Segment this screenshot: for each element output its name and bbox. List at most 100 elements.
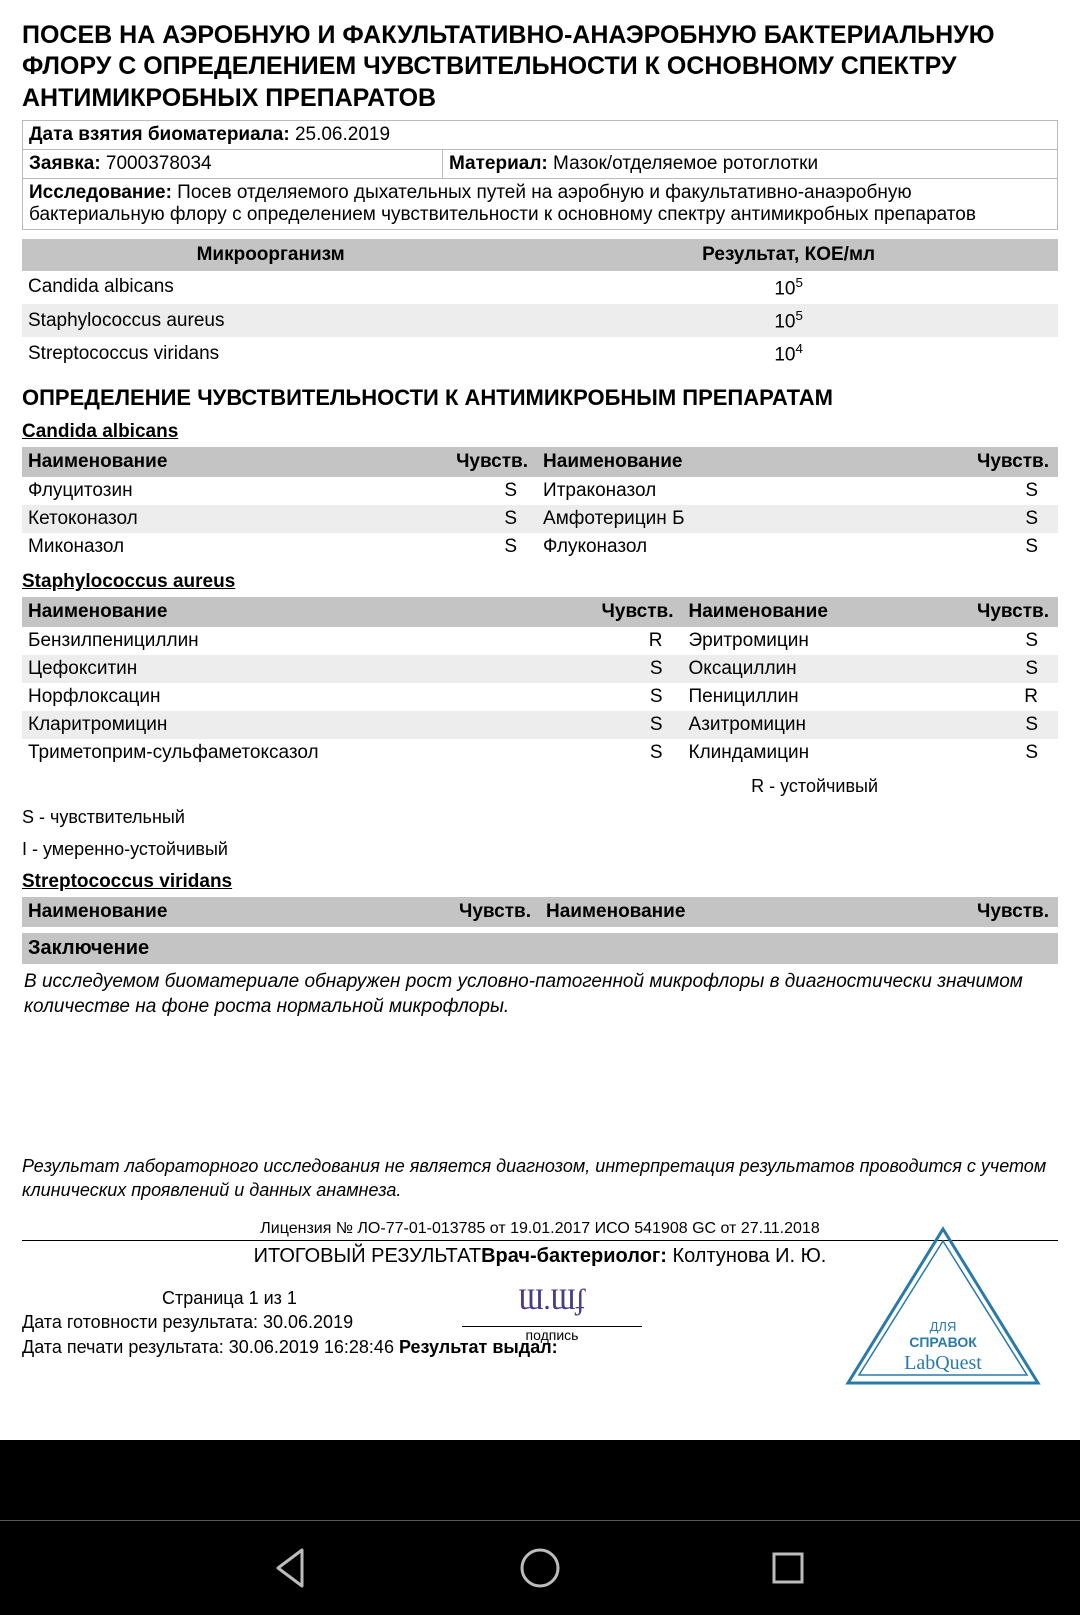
recent-icon[interactable] (764, 1544, 812, 1592)
col-sens: Чувств. (447, 447, 537, 477)
signature-sub: подпись (462, 1327, 642, 1343)
final-result-label: ИТОГОВЫЙ РЕЗУЛЬТАТ (254, 1245, 481, 1267)
drug-name: Пенициллин (683, 683, 968, 711)
organism-heading: Staphylococcus aureus (22, 571, 1058, 593)
drug-name: Кетоконазол (22, 505, 447, 533)
legend-s: S - чувствительный (22, 806, 1058, 829)
organism-result: 105 (519, 271, 1058, 304)
table-row: Флуцитозин S Итраконазол S (22, 477, 1058, 505)
col-sens: Чувств. (593, 597, 683, 627)
drug-sens: S (447, 477, 537, 505)
table-row: Staphylococcus aureus 105 (22, 304, 1058, 337)
drug-sens: R (593, 627, 683, 655)
table-row: Бензилпенициллин R Эритромицин S (22, 627, 1058, 655)
drug-sens: S (593, 655, 683, 683)
document-page: ПОСЕВ НА АЭРОБНУЮ И ФАКУЛЬТАТИВНО-АНАЭРО… (0, 0, 1080, 1440)
drug-sens: S (593, 711, 683, 739)
results-col-organism: Микроорганизм (22, 239, 519, 271)
drug-sens: S (447, 505, 537, 533)
drug-name: Оксациллин (683, 655, 968, 683)
print-label: Дата печати результата: (22, 1337, 224, 1357)
drug-name: Эритромицин (683, 627, 968, 655)
drug-name: Бензилпенициллин (22, 627, 593, 655)
col-sens: Чувств. (968, 597, 1058, 627)
organism-heading: Candida albicans (22, 421, 1058, 443)
disclaimer: Результат лабораторного исследования не … (22, 1155, 1058, 1202)
svg-text:ДЛЯ: ДЛЯ (930, 1319, 957, 1334)
drug-sens: S (968, 739, 1058, 767)
table-row: Кетоконазол S Амфотерицин Б S (22, 505, 1058, 533)
ready-label: Дата готовности результата: (22, 1312, 258, 1332)
drug-sens: S (968, 711, 1058, 739)
sensitivity-title: ОПРЕДЕЛЕНИЕ ЧУВСТВИТЕЛЬНОСТИ К АНТИМИКРО… (22, 385, 1058, 411)
doctor-name: Колтунова И. Ю. (672, 1245, 826, 1267)
study-value: Посев отделяемого дыхательных путей на а… (29, 182, 976, 225)
organism-name: Candida albicans (22, 271, 519, 304)
drug-sens: S (447, 533, 537, 561)
drug-name: Триметоприм-сульфаметоксазол (22, 739, 593, 767)
material-label: Материал: (449, 153, 548, 174)
drug-name: Кларитромицин (22, 711, 593, 739)
back-icon[interactable] (268, 1544, 316, 1592)
table-row: Streptococcus viridans 104 (22, 337, 1058, 370)
drug-name: Флуцитозин (22, 477, 447, 505)
drug-sens: S (968, 533, 1058, 561)
table-row: Candida albicans 105 (22, 271, 1058, 304)
print-date: 30.06.2019 16:28:46 (229, 1337, 394, 1357)
organism-name: Streptococcus viridans (22, 337, 519, 370)
organism-name: Staphylococcus aureus (22, 304, 519, 337)
table-row: Миконазол S Флуконазол S (22, 533, 1058, 561)
col-sens: Чувств. (968, 447, 1058, 477)
results-col-result: Результат, КОЕ/мл (519, 239, 1058, 271)
request-label: Заявка: (29, 153, 101, 174)
page-title: ПОСЕВ НА АЭРОБНУЮ И ФАКУЛЬТАТИВНО-АНАЭРО… (22, 20, 1058, 114)
col-name: Наименование (22, 897, 450, 927)
drug-sens: S (593, 739, 683, 767)
drug-name: Норфлоксацин (22, 683, 593, 711)
sensitivity-table: Наименование Чувств. Наименование Чувств… (22, 597, 1058, 767)
drug-sens: S (968, 627, 1058, 655)
drug-name: Азитромицин (683, 711, 968, 739)
signature: Ɯ.Ɯʄ (462, 1279, 642, 1327)
request-material-row: Заявка: 7000378034 Материал: Мазок/отдел… (22, 149, 1058, 179)
drug-sens: R (968, 683, 1058, 711)
sample-date-label: Дата взятия биоматериала: (29, 124, 290, 145)
organism-heading: Streptococcus viridans (22, 871, 1058, 893)
drug-sens: S (968, 477, 1058, 505)
request-value: 7000378034 (106, 153, 212, 174)
table-row: Цефокситин S Оксациллин S (22, 655, 1058, 683)
col-sens: Чувств. (450, 897, 540, 927)
col-name: Наименование (537, 447, 968, 477)
drug-name: Итраконазол (537, 477, 968, 505)
legend-i: I - умеренно-устойчивый (22, 838, 1058, 861)
study-row: Исследование: Посев отделяемого дыхатель… (22, 178, 1058, 230)
table-row: Норфлоксацин S Пенициллин R (22, 683, 1058, 711)
drug-sens: S (968, 655, 1058, 683)
table-row: Кларитромицин S Азитромицин S (22, 711, 1058, 739)
col-name: Наименование (540, 897, 968, 927)
ready-date: 30.06.2019 (263, 1312, 353, 1332)
table-row: Триметоприм-сульфаметоксазол S Клиндамиц… (22, 739, 1058, 767)
organism-result: 105 (519, 304, 1058, 337)
study-label: Исследование: (29, 182, 172, 203)
col-sens: Чувств. (968, 897, 1058, 927)
drug-name: Клиндамицин (683, 739, 968, 767)
svg-text:СПРАВОК: СПРАВОК (909, 1334, 977, 1350)
sensitivity-table: Наименование Чувств. Наименование Чувств… (22, 897, 1058, 927)
col-name: Наименование (22, 447, 447, 477)
android-navbar (0, 1520, 1080, 1615)
doctor-label: Врач-бактериолог: (481, 1245, 667, 1267)
material-value: Мазок/отделяемое ротоглотки (553, 153, 818, 174)
drug-name: Флуконазол (537, 533, 968, 561)
footer: ИТОГОВЫЙ РЕЗУЛЬТАТВрач-бактериолог: Колт… (22, 1241, 1058, 1359)
col-name: Наименование (683, 597, 968, 627)
stamp-icon: ДЛЯ СПРАВОК LabQuest (838, 1223, 1048, 1393)
drug-sens: S (968, 505, 1058, 533)
sensitivity-table: Наименование Чувств. Наименование Чувств… (22, 447, 1058, 561)
drug-name: Миконазол (22, 533, 447, 561)
drug-sens: S (593, 683, 683, 711)
results-table: Микроорганизм Результат, КОЕ/мл Candida … (22, 239, 1058, 371)
home-icon[interactable] (516, 1544, 564, 1592)
sample-date-row: Дата взятия биоматериала: 25.06.2019 (22, 120, 1058, 150)
drug-name: Амфотерицин Б (537, 505, 968, 533)
